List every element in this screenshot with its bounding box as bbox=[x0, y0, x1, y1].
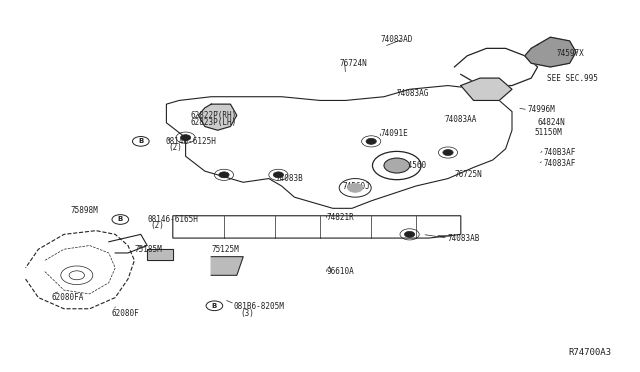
Text: (2): (2) bbox=[168, 143, 182, 152]
Text: 74083AB: 74083AB bbox=[448, 234, 481, 243]
Text: 64824N: 64824N bbox=[538, 118, 565, 127]
Circle shape bbox=[404, 231, 415, 237]
Text: 74083AA: 74083AA bbox=[445, 115, 477, 124]
Text: 62080FA: 62080FA bbox=[51, 293, 84, 302]
Text: 08146-6125H: 08146-6125H bbox=[165, 137, 216, 146]
Text: 74083AD: 74083AD bbox=[381, 35, 413, 44]
Text: 74597X: 74597X bbox=[557, 49, 584, 58]
Text: 08146-6165H: 08146-6165H bbox=[147, 215, 198, 224]
Text: (3): (3) bbox=[240, 309, 254, 318]
Polygon shape bbox=[198, 104, 237, 130]
Text: 62823P(LH): 62823P(LH) bbox=[191, 118, 237, 126]
Text: 74083AF: 74083AF bbox=[544, 159, 577, 168]
Text: 081B6-8205M: 081B6-8205M bbox=[234, 302, 284, 311]
Text: 75125M: 75125M bbox=[211, 245, 239, 254]
Text: 74083AG: 74083AG bbox=[397, 89, 429, 97]
Circle shape bbox=[384, 158, 410, 173]
Text: 96610A: 96610A bbox=[326, 267, 354, 276]
Text: 74821R: 74821R bbox=[326, 213, 354, 222]
Text: B: B bbox=[212, 303, 217, 309]
Polygon shape bbox=[211, 257, 243, 275]
Circle shape bbox=[348, 183, 363, 192]
Text: B: B bbox=[118, 217, 123, 222]
Circle shape bbox=[180, 135, 191, 141]
Text: 74083B: 74083B bbox=[275, 174, 303, 183]
Text: 51150M: 51150M bbox=[534, 128, 562, 137]
Text: B: B bbox=[138, 138, 143, 144]
Text: R74700A3: R74700A3 bbox=[568, 348, 611, 357]
Text: 62080F: 62080F bbox=[112, 309, 140, 318]
Circle shape bbox=[219, 172, 229, 178]
Text: 76724N: 76724N bbox=[339, 59, 367, 68]
Polygon shape bbox=[525, 37, 576, 67]
Text: 75185M: 75185M bbox=[134, 245, 162, 254]
Circle shape bbox=[443, 150, 453, 155]
Circle shape bbox=[273, 172, 284, 178]
Text: 74560: 74560 bbox=[403, 161, 426, 170]
Polygon shape bbox=[147, 249, 173, 260]
Text: 74091E: 74091E bbox=[381, 129, 408, 138]
Polygon shape bbox=[461, 78, 512, 100]
Text: 74996M: 74996M bbox=[528, 105, 556, 114]
Text: (2): (2) bbox=[150, 221, 164, 230]
Text: 75898M: 75898M bbox=[70, 206, 98, 215]
Text: 740B3AF: 740B3AF bbox=[544, 148, 577, 157]
Text: 62822P(RH): 62822P(RH) bbox=[191, 111, 237, 120]
Text: 76725N: 76725N bbox=[454, 170, 482, 179]
Text: SEE SEC.995: SEE SEC.995 bbox=[547, 74, 598, 83]
Circle shape bbox=[366, 138, 376, 144]
Text: 74560J: 74560J bbox=[342, 182, 370, 190]
